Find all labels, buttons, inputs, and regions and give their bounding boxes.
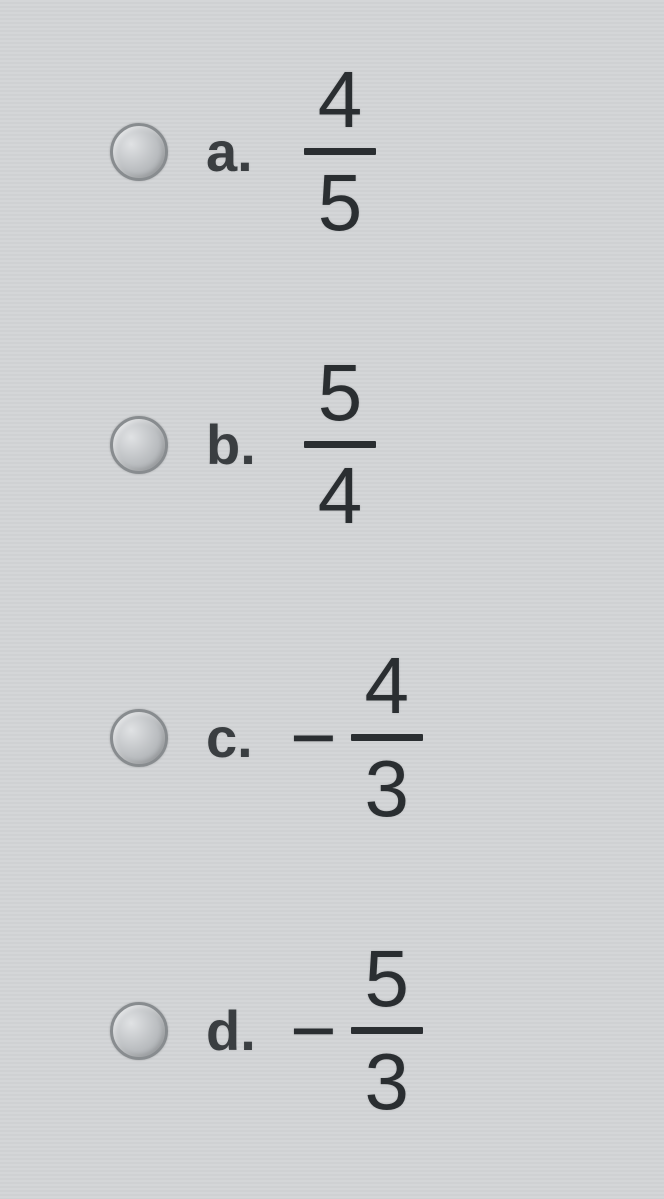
- numerator: 4: [358, 646, 415, 734]
- option-d[interactable]: d. − 5 3: [110, 939, 664, 1122]
- numerator: 5: [312, 353, 369, 441]
- radio-a[interactable]: [110, 123, 168, 181]
- option-value: 4 5: [290, 60, 376, 243]
- option-letter: c.: [206, 705, 266, 770]
- numerator: 5: [358, 939, 415, 1027]
- option-value: − 4 3: [290, 646, 423, 829]
- option-b[interactable]: b. 5 4: [110, 353, 664, 536]
- fraction-bar: [351, 1027, 423, 1034]
- sign: −: [290, 991, 337, 1071]
- fraction-bar: [304, 148, 376, 155]
- option-letter: d.: [206, 998, 266, 1063]
- numerator: 4: [312, 60, 369, 148]
- fraction-bar: [304, 441, 376, 448]
- option-letter: a.: [206, 119, 266, 184]
- option-value: 5 4: [290, 353, 376, 536]
- radio-c[interactable]: [110, 709, 168, 767]
- option-c[interactable]: c. − 4 3: [110, 646, 664, 829]
- sign: −: [290, 698, 337, 778]
- denominator: 3: [358, 741, 415, 829]
- option-letter: b.: [206, 412, 266, 477]
- option-a[interactable]: a. 4 5: [110, 60, 664, 243]
- fraction: 5 4: [304, 353, 376, 536]
- fraction-bar: [351, 734, 423, 741]
- option-value: − 5 3: [290, 939, 423, 1122]
- options-list: a. 4 5 b. 5 4 c. − 4: [0, 0, 664, 1199]
- denominator: 3: [358, 1034, 415, 1122]
- denominator: 5: [312, 155, 369, 243]
- radio-d[interactable]: [110, 1002, 168, 1060]
- fraction: 4 5: [304, 60, 376, 243]
- fraction: 5 3: [351, 939, 423, 1122]
- fraction: 4 3: [351, 646, 423, 829]
- radio-b[interactable]: [110, 416, 168, 474]
- denominator: 4: [312, 448, 369, 536]
